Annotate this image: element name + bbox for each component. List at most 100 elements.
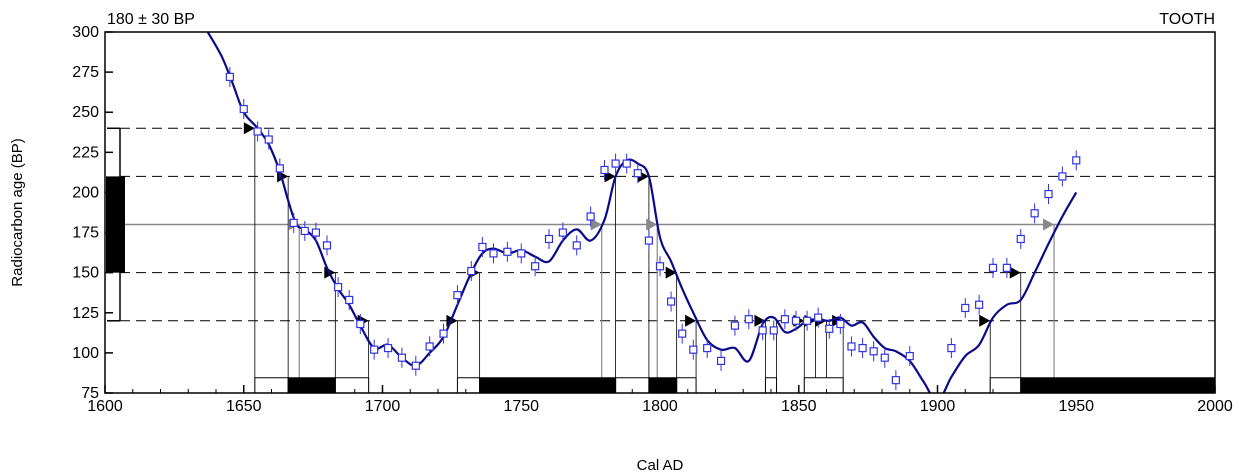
data-point-marker xyxy=(531,262,540,271)
data-point-marker xyxy=(411,361,420,370)
data-point-marker xyxy=(253,127,262,136)
data-point xyxy=(802,310,812,331)
data-point xyxy=(544,228,554,249)
data-point-marker xyxy=(383,343,393,353)
two-sigma-range xyxy=(676,377,697,394)
y-tick-label: 150 xyxy=(72,265,99,282)
data-point-marker xyxy=(780,315,789,324)
data-point-marker xyxy=(370,345,379,354)
data-point-marker xyxy=(716,356,726,366)
data-point xyxy=(644,230,654,251)
data-point-marker xyxy=(666,297,676,306)
two-sigma-range xyxy=(456,377,481,394)
data-point xyxy=(289,212,298,233)
data-point xyxy=(478,236,487,257)
data-point xyxy=(961,297,970,318)
data-point xyxy=(356,314,365,335)
calibration-curve-layer xyxy=(206,32,1078,393)
data-point-marker xyxy=(744,315,753,324)
data-point-marker xyxy=(503,247,512,256)
data-point-marker xyxy=(439,329,448,338)
data-point xyxy=(716,350,726,371)
data-point-marker xyxy=(311,228,320,237)
data-point-marker xyxy=(345,295,354,305)
data-point xyxy=(453,285,462,306)
data-point-marker xyxy=(572,241,581,250)
data-point-marker xyxy=(988,263,998,272)
axes-layer: 1600 1650 1700 1750 1800 1850 1900 1950 2000 75 10… xyxy=(72,24,1233,415)
data-point-marker xyxy=(655,262,665,271)
data-point-marker xyxy=(869,347,878,356)
one-sigma-range xyxy=(479,377,617,394)
data-point xyxy=(600,159,609,180)
data-point xyxy=(1030,203,1039,224)
chart-title-left: 180 ± 30 BP xyxy=(107,11,195,28)
x-tick-label: 1700 xyxy=(365,398,401,415)
data-point-marker xyxy=(1002,263,1011,272)
x-tick-label: 2000 xyxy=(1197,398,1233,415)
data-point-marker xyxy=(947,343,956,353)
data-point xyxy=(411,355,420,376)
data-point xyxy=(791,310,801,331)
data-point xyxy=(489,243,498,264)
crossing-arrow xyxy=(665,266,677,279)
data-point-marker xyxy=(489,249,498,258)
data-point-marker xyxy=(791,316,801,325)
crossing-arrow xyxy=(1009,266,1021,279)
two-sigma-range xyxy=(334,377,370,394)
x-axis-title: Cal AD xyxy=(637,457,684,474)
data-point xyxy=(1058,166,1067,187)
data-point xyxy=(847,336,856,357)
data-point-marker xyxy=(356,319,365,329)
data-point-marker xyxy=(300,226,309,236)
data-point-marker xyxy=(558,228,567,237)
data-point xyxy=(239,99,248,120)
data-point xyxy=(611,153,620,174)
data-point xyxy=(836,314,845,335)
x-tick-label: 1900 xyxy=(920,398,956,415)
data-point-marker xyxy=(769,326,778,335)
data-point xyxy=(622,153,631,174)
data-point-marker xyxy=(622,159,631,168)
data-point xyxy=(503,241,512,262)
data-points-layer xyxy=(225,66,1081,391)
data-point xyxy=(322,235,332,256)
crossing-arrow xyxy=(979,314,991,327)
one-sigma-range xyxy=(648,377,678,394)
data-point-marker xyxy=(891,376,900,385)
median-arrow xyxy=(590,218,602,231)
data-point xyxy=(858,338,867,359)
data-point-marker xyxy=(730,321,740,330)
data-point-marker xyxy=(397,353,407,362)
chart-title-right: TOOTH xyxy=(1159,11,1215,28)
data-point xyxy=(1044,184,1053,205)
data-point xyxy=(467,261,476,282)
crossing-arrow xyxy=(754,314,766,327)
crossing-arrow xyxy=(243,122,255,135)
data-point xyxy=(517,243,526,264)
data-point-marker xyxy=(814,313,823,322)
data-point-marker xyxy=(802,316,812,325)
data-point xyxy=(253,121,262,142)
y-tick-label: 175 xyxy=(72,225,99,242)
data-point-marker xyxy=(825,324,834,333)
y-tick-label: 275 xyxy=(72,64,99,81)
data-point-marker xyxy=(880,353,889,362)
data-point xyxy=(769,320,778,341)
data-point xyxy=(825,318,834,339)
data-point-marker xyxy=(275,164,284,173)
measurement-bar-layer xyxy=(106,127,125,322)
data-point-marker xyxy=(836,319,845,329)
data-point xyxy=(586,206,595,227)
data-point-marker xyxy=(633,169,642,178)
data-point-marker xyxy=(239,104,248,114)
data-point xyxy=(666,291,676,312)
data-point-marker xyxy=(975,300,984,309)
data-point xyxy=(572,235,581,256)
one-sigma-range xyxy=(1020,377,1216,394)
data-point-marker xyxy=(334,283,343,292)
data-point-marker xyxy=(1058,172,1067,181)
y-tick-label: 300 xyxy=(72,24,99,41)
data-point xyxy=(397,347,407,368)
data-point-marker xyxy=(961,303,970,313)
